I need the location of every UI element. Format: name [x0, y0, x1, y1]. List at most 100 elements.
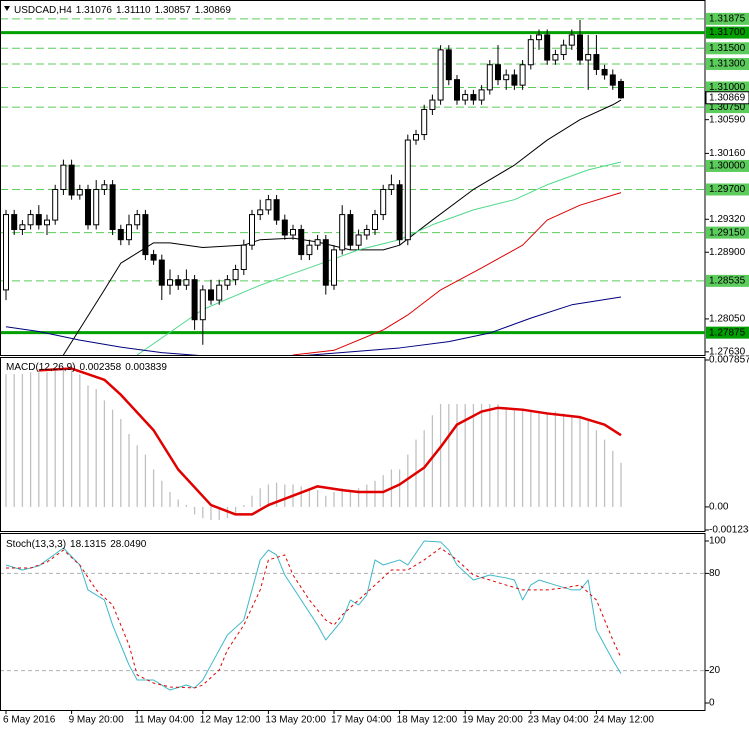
candle-body — [35, 214, 42, 226]
candle-body — [240, 244, 247, 270]
candle-body — [265, 199, 272, 211]
y-tick-label: 20 — [709, 665, 721, 676]
candle-body — [27, 214, 34, 226]
candle-body — [109, 184, 116, 230]
x-tick-label: 24 May 12:00 — [593, 715, 654, 726]
level-label-box — [706, 26, 749, 39]
macd-panel-frame — [0, 357, 706, 532]
level-label: 1.31500 — [709, 43, 746, 54]
candle-body — [380, 188, 387, 216]
level-label-box — [706, 12, 749, 25]
candle-body — [445, 49, 452, 81]
candle-body — [314, 239, 321, 246]
level-label: 1.31700 — [709, 27, 746, 38]
x-tick-label: 17 May 04:00 — [331, 715, 392, 726]
candle-body — [44, 219, 50, 226]
x-tick-label: 19 May 20:00 — [462, 715, 523, 726]
x-tick-label: 13 May 20:00 — [265, 715, 326, 726]
candle-body — [134, 214, 141, 226]
level-label-box — [706, 42, 749, 55]
candle-body — [11, 214, 18, 230]
candle-body — [511, 74, 518, 86]
level-label: 1.29150 — [709, 227, 746, 238]
candle-body — [585, 54, 592, 61]
candle-body — [158, 259, 165, 286]
level-label: 1.30000 — [709, 161, 746, 172]
candle-body — [19, 224, 26, 230]
x-tick-label: 6 May 2016 — [3, 715, 56, 726]
level-label: 1.28535 — [709, 276, 746, 287]
open-value: 1.31076 — [76, 5, 113, 16]
candle-body — [273, 199, 280, 221]
candle-body — [224, 279, 231, 286]
stoch-header: Stoch(13,3,3) 18.1315 28.0490 — [6, 539, 147, 550]
y-tick-label: 100 — [709, 536, 726, 547]
y-tick-label: 1.28050 — [709, 314, 746, 325]
y-tick-label: -0.001234 — [709, 525, 749, 536]
candle-body — [454, 79, 460, 101]
candle-body — [609, 74, 616, 86]
level-label-box — [706, 183, 749, 196]
y-tick-label: 1.28900 — [709, 247, 746, 258]
level-label-box — [706, 326, 749, 339]
indicator-line — [38, 367, 622, 516]
candle-body — [519, 64, 526, 86]
x-tick-label: 11 May 04:00 — [134, 715, 194, 726]
main-plot — [1, 18, 705, 355]
candle-body — [126, 224, 132, 241]
candle-body — [191, 279, 198, 321]
level-label-box — [706, 81, 749, 94]
candle-body — [355, 234, 362, 246]
candle-body — [142, 214, 149, 256]
k-value: 18.1315 — [70, 539, 107, 550]
indicator-line — [5, 296, 622, 355]
candle-body — [486, 64, 493, 91]
level-label-box — [706, 274, 749, 287]
indicator-line — [5, 540, 622, 691]
candle-body — [544, 34, 551, 61]
candle-body — [347, 214, 354, 246]
symbol-menu-icon[interactable] — [4, 6, 10, 11]
candle-body — [560, 44, 567, 56]
candle-body — [593, 54, 600, 70]
candle-body — [421, 108, 428, 136]
x-tick-label: 23 May 04:00 — [528, 715, 589, 726]
candle-body — [527, 39, 534, 66]
candle-body — [339, 214, 346, 251]
candle-body — [470, 94, 477, 101]
macd-value: 0.002358 — [79, 362, 121, 373]
d-value: 28.0490 — [110, 539, 147, 550]
candle-body — [536, 34, 542, 41]
candle-body — [281, 219, 288, 236]
candle-body — [298, 228, 305, 256]
level-label: 1.27875 — [709, 327, 746, 338]
level-label-box — [706, 159, 749, 172]
candle-body — [429, 99, 436, 110]
level-label: 1.30750 — [709, 102, 746, 113]
macd-title: MACD(12,26,9) — [6, 362, 75, 373]
candle-body — [437, 49, 444, 101]
candle-body — [478, 89, 485, 101]
candle-body — [601, 68, 608, 76]
candle-body — [322, 239, 329, 286]
level-label: 1.29700 — [709, 184, 746, 195]
level-label: 1.31300 — [709, 59, 746, 70]
y-tick-label: 1.29320 — [709, 214, 746, 225]
main-panel-frame — [0, 0, 706, 356]
candle-body — [404, 139, 411, 241]
macd-header: MACD(12,26,9) 0.002358 0.003839 — [6, 362, 167, 373]
high-value: 1.31110 — [116, 5, 151, 16]
candle-body — [93, 188, 100, 226]
candle-body — [552, 54, 559, 61]
indicator-line — [136, 161, 622, 355]
candle-body — [117, 228, 124, 241]
candle-body — [60, 164, 67, 190]
macd-plot — [5, 367, 622, 521]
candle-body — [396, 184, 403, 241]
y-tick-label: 80 — [709, 568, 721, 579]
candle-body — [331, 249, 337, 286]
stoch-panel-frame — [0, 533, 706, 711]
y-tick-label: 0 — [709, 698, 715, 709]
candle-body — [372, 214, 378, 230]
